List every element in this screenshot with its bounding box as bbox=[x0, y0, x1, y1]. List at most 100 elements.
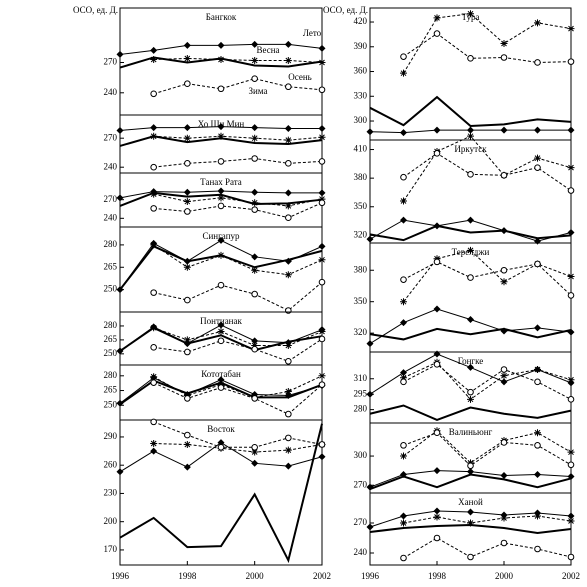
asterisk-marker bbox=[150, 440, 158, 448]
asterisk-marker bbox=[467, 246, 474, 254]
y-tick-label: 320 bbox=[354, 229, 368, 239]
series-line bbox=[369, 95, 572, 127]
series-line bbox=[119, 423, 323, 564]
circle-marker bbox=[184, 395, 191, 402]
asterisk-marker bbox=[251, 266, 259, 274]
asterisk-marker bbox=[318, 59, 326, 67]
circle-marker bbox=[534, 59, 541, 66]
series-line bbox=[153, 382, 323, 415]
circle-marker bbox=[184, 296, 191, 304]
y-tick-label: 270 bbox=[104, 57, 118, 67]
series-line bbox=[153, 281, 323, 312]
asterisk-marker bbox=[251, 134, 259, 142]
asterisk-marker bbox=[183, 440, 191, 448]
diamond-marker bbox=[150, 124, 158, 132]
diamond-marker bbox=[251, 459, 259, 467]
series-line bbox=[153, 327, 323, 346]
asterisk-marker bbox=[534, 365, 541, 373]
series-line bbox=[153, 193, 323, 207]
y-tick-label: 250 bbox=[104, 348, 118, 358]
diamond-marker bbox=[567, 126, 575, 134]
diamond-marker bbox=[284, 125, 292, 133]
circle-marker bbox=[285, 434, 292, 442]
asterisk-marker bbox=[567, 376, 575, 384]
panel-title: Иркутск bbox=[454, 144, 487, 154]
asterisk-marker bbox=[400, 298, 407, 306]
x-tick-label: 2002 bbox=[313, 571, 331, 581]
circle-marker bbox=[318, 278, 326, 286]
y-tick-label: 265 bbox=[104, 261, 118, 271]
diamond-marker bbox=[183, 41, 191, 49]
circle-marker bbox=[217, 384, 225, 391]
series-line bbox=[153, 57, 323, 64]
circle-marker bbox=[400, 442, 407, 449]
circle-marker bbox=[534, 545, 541, 553]
circle-marker bbox=[318, 335, 326, 343]
panel-frame bbox=[119, 419, 323, 566]
asterisk-marker bbox=[251, 199, 259, 207]
asterisk-marker bbox=[183, 134, 191, 142]
circle-marker bbox=[150, 90, 157, 98]
diamond-marker bbox=[217, 236, 225, 244]
circle-marker bbox=[318, 199, 326, 207]
asterisk-marker bbox=[183, 198, 191, 206]
asterisk-marker bbox=[318, 372, 326, 380]
asterisk-marker bbox=[500, 39, 508, 47]
series-line bbox=[153, 157, 323, 168]
y-tick-label: 260 bbox=[104, 459, 118, 469]
diamond-marker bbox=[500, 126, 508, 134]
y-tick-label: 290 bbox=[104, 431, 118, 441]
asterisk-marker bbox=[318, 133, 326, 141]
circle-marker bbox=[500, 171, 508, 179]
diamond-marker bbox=[284, 189, 292, 197]
diamond-marker bbox=[400, 319, 407, 327]
circle-marker bbox=[251, 155, 258, 162]
diamond-marker bbox=[217, 123, 225, 131]
series-line bbox=[153, 135, 323, 141]
asterisk-marker bbox=[467, 132, 474, 140]
series-line bbox=[153, 244, 323, 276]
x-tick-label: 2000 bbox=[246, 571, 265, 581]
diamond-marker bbox=[251, 337, 259, 345]
diamond-marker bbox=[467, 126, 474, 134]
circle-marker bbox=[567, 187, 575, 194]
series-line bbox=[369, 473, 572, 491]
y-tick-label: 420 bbox=[354, 16, 368, 26]
asterisk-marker bbox=[318, 328, 326, 336]
circle-marker bbox=[534, 442, 541, 449]
y-tick-label: 330 bbox=[354, 90, 368, 100]
asterisk-marker bbox=[500, 372, 508, 380]
diamond-marker bbox=[150, 46, 158, 54]
series-line bbox=[153, 78, 323, 95]
circle-marker bbox=[285, 410, 292, 418]
asterisk-marker bbox=[400, 519, 407, 527]
circle-marker bbox=[217, 158, 225, 165]
panel-title: Бангкок bbox=[206, 12, 237, 22]
y-tick-label: 270 bbox=[354, 479, 368, 489]
y-tick-label: 280 bbox=[104, 370, 118, 380]
circle-marker bbox=[467, 171, 474, 178]
asterisk-marker bbox=[467, 519, 474, 527]
circle-marker bbox=[433, 30, 441, 37]
legend-label: Зима bbox=[249, 86, 268, 96]
series-line bbox=[369, 327, 572, 341]
y-axis-label: ОСО, ед. Д. bbox=[73, 5, 118, 15]
diamond-marker bbox=[366, 235, 374, 243]
y-tick-label: 270 bbox=[354, 517, 368, 527]
y-tick-label: 350 bbox=[354, 201, 368, 211]
asterisk-marker bbox=[534, 429, 541, 437]
circle-marker bbox=[400, 554, 407, 562]
circle-marker bbox=[150, 163, 157, 171]
circle-marker bbox=[500, 439, 508, 446]
y-tick-label: 350 bbox=[354, 296, 368, 306]
asterisk-marker bbox=[251, 56, 259, 64]
asterisk-marker bbox=[433, 14, 441, 22]
series-line bbox=[403, 32, 572, 63]
series-line bbox=[153, 202, 323, 219]
x-tick-label: 1996 bbox=[361, 571, 380, 581]
diamond-marker bbox=[217, 321, 225, 329]
diamond-marker bbox=[183, 188, 191, 196]
diamond-marker bbox=[400, 512, 407, 520]
diamond-marker bbox=[467, 508, 474, 516]
x-tick-label: 1998 bbox=[428, 571, 447, 581]
